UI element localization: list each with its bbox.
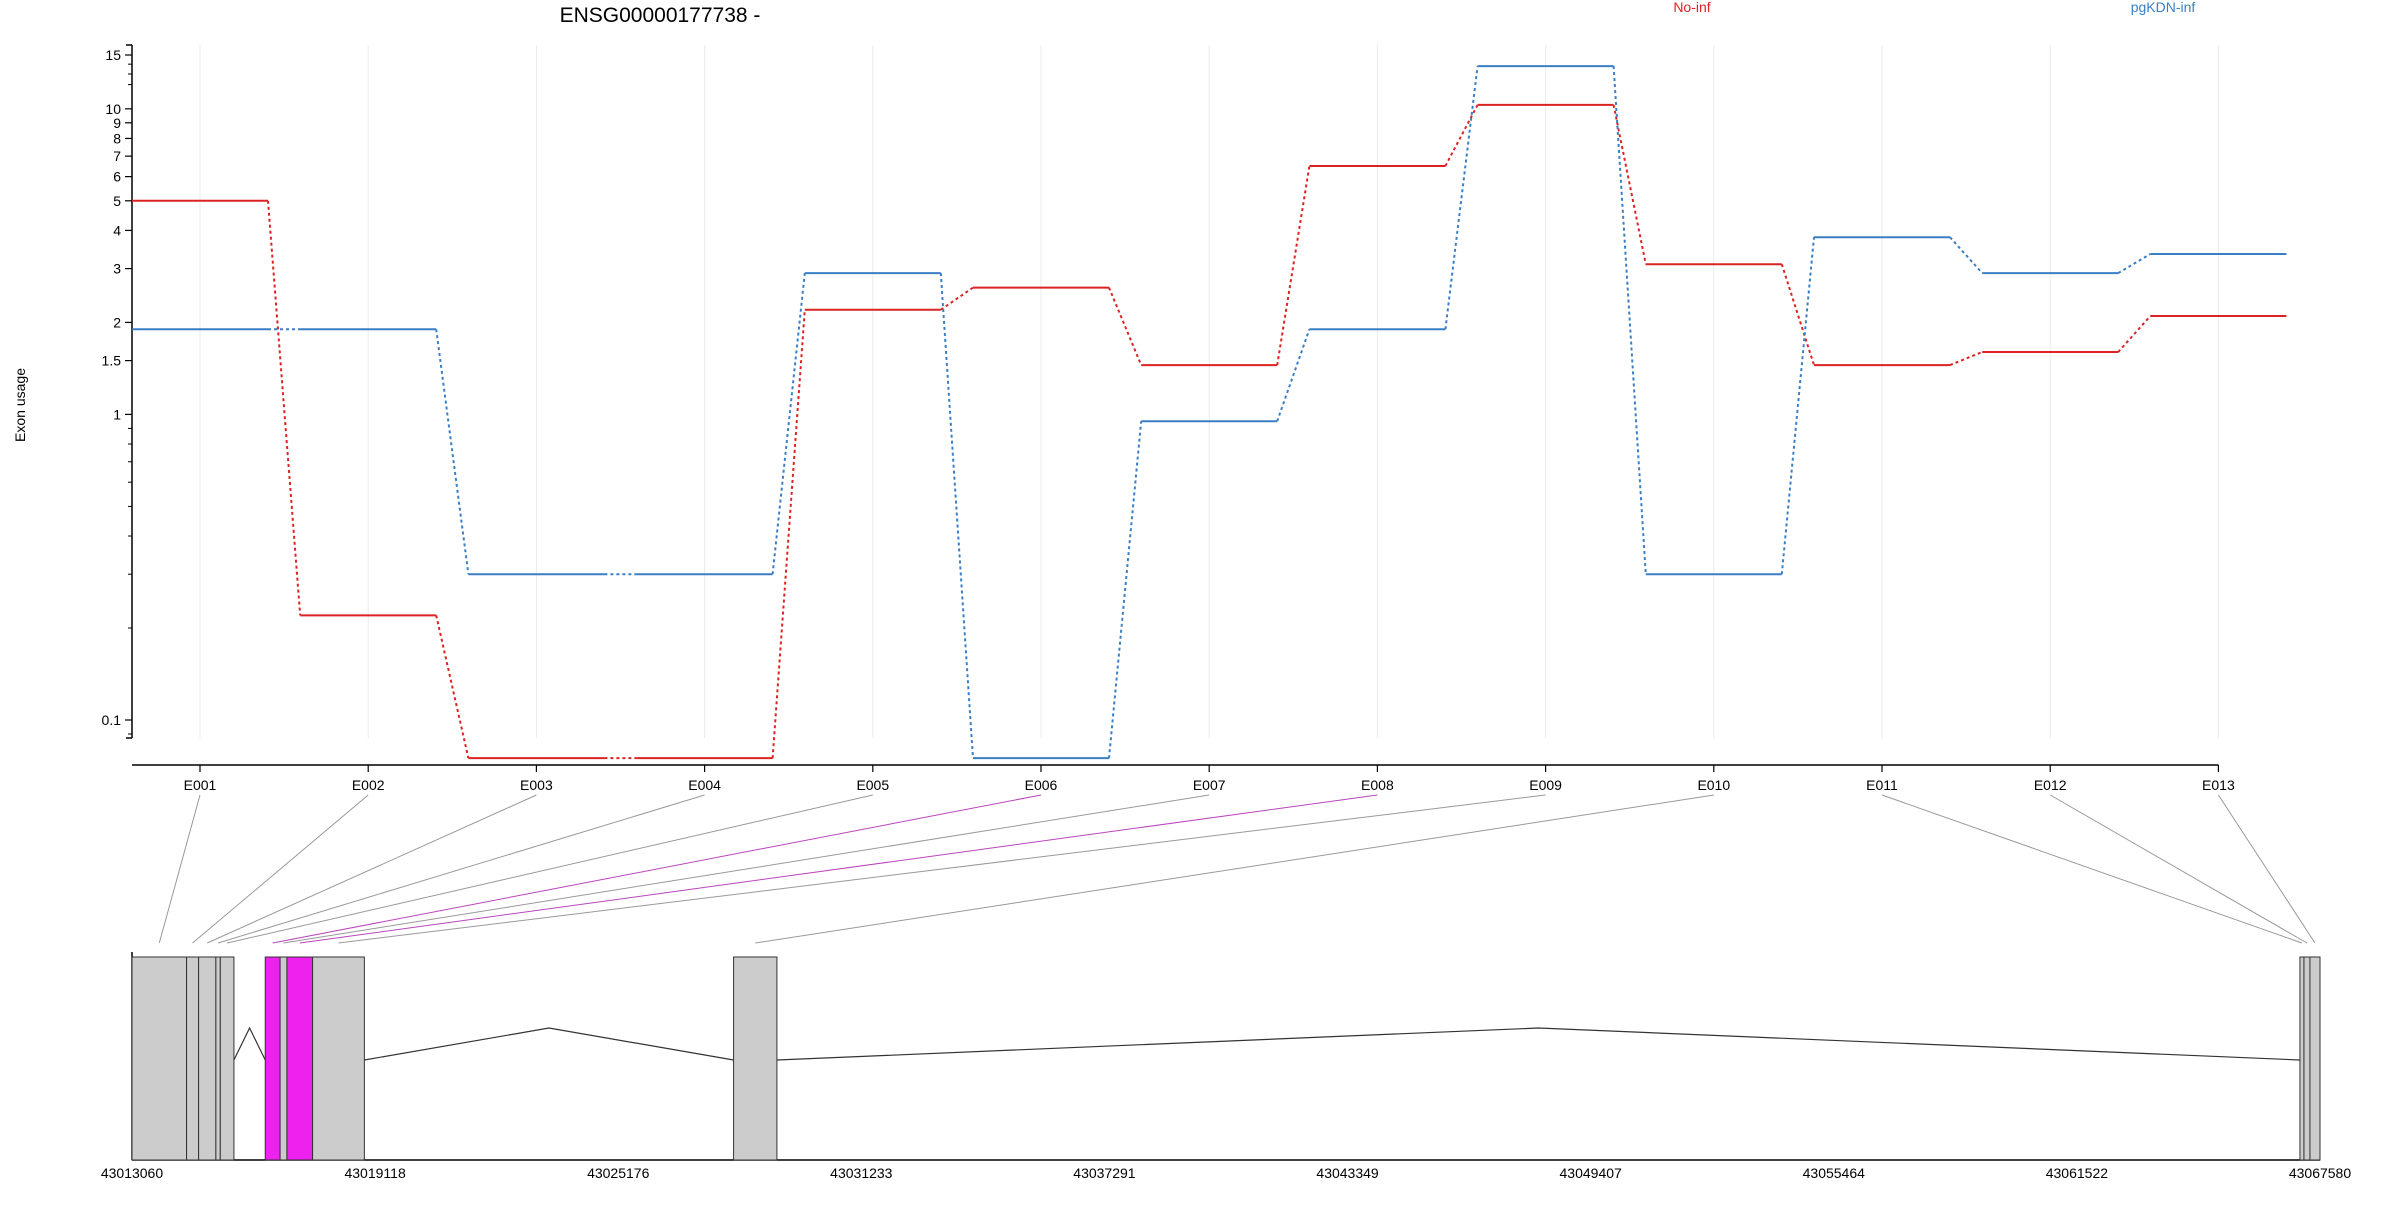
genome-tick-label-0: 43013060 (101, 1165, 164, 1181)
exon-e012 (2303, 956, 2311, 1161)
exon-e002 (186, 956, 200, 1161)
genome-tick-label-2: 43025176 (587, 1165, 650, 1181)
y-axis-label: Exon usage (12, 368, 28, 442)
y-tick-label-6: 6 (113, 169, 121, 185)
connector-no-inf-1 (267, 200, 302, 616)
exon-connector-e001 (158, 794, 201, 944)
connector-pgkdn-inf-9 (1612, 66, 1647, 575)
connector-pgkdn-inf-4 (771, 272, 806, 575)
y-tick-label-15: 15 (105, 47, 121, 63)
connector-pgkdn-inf-6 (1108, 421, 1143, 759)
y-tick-label-4: 4 (113, 222, 121, 238)
exon-e008 (286, 956, 314, 1161)
connector-pgkdn-inf-10 (1780, 237, 1815, 575)
y-tick-label-0.1: 0.1 (102, 712, 122, 728)
exon-e009 (312, 956, 365, 1161)
genome-tick-label-8: 43061522 (2046, 1165, 2109, 1181)
intron-1 (233, 1026, 266, 1061)
exon-connector-e007 (283, 794, 1210, 944)
y-tick-label-8: 8 (113, 130, 121, 146)
genome-tick-label-4: 43037291 (1073, 1165, 1136, 1181)
exon-e011 (2299, 956, 2305, 1161)
gene-model: 43013060 43019118 43025176 43031233 43037291… (101, 952, 2352, 1181)
connector-no-inf-5 (940, 286, 974, 311)
exon-connector-e003 (207, 794, 537, 944)
x-tick-label-e008: E008 (1361, 777, 1394, 793)
genome-tick-label-9: 43067580 (2289, 1165, 2352, 1181)
genome-tick-label-5: 43043349 (1316, 1165, 1379, 1181)
series-no-inf (132, 103, 2287, 760)
exon-connectors (158, 794, 2316, 944)
connector-pgkdn-inf-2 (435, 329, 470, 575)
legend-no-inf: No-inf (1673, 0, 1710, 15)
x-tick-label-e013: E013 (2202, 777, 2235, 793)
connector-pgkdn-inf-12 (2117, 253, 2151, 274)
genome-tick-label-6: 43049407 (1560, 1165, 1623, 1181)
x-tick-label-e002: E002 (352, 777, 385, 793)
exon-connector-e002 (192, 794, 369, 944)
x-tick-label-e011: E011 (1866, 777, 1898, 793)
y-tick-label-1: 1 (113, 406, 121, 422)
connector-no-inf-2 (435, 615, 470, 759)
intron-3 (776, 1027, 2300, 1061)
exon-connector-e005 (227, 794, 873, 944)
exon-connector-e008 (299, 794, 1378, 944)
exon-connector-e012 (2049, 794, 2308, 944)
y-tick-label-2: 2 (113, 314, 121, 330)
exon-connector-e013 (2217, 794, 2316, 944)
genome-tick-label-3: 43031233 (830, 1165, 893, 1181)
x-tick-label-e006: E006 (1025, 777, 1058, 793)
x-tick-label-e004: E004 (688, 777, 721, 793)
exon-e001 (131, 956, 188, 1161)
exon-connector-e011 (1881, 794, 2303, 944)
x-tick-label-e005: E005 (856, 777, 889, 793)
y-tick-label-3: 3 (113, 261, 121, 277)
exon-connector-e004 (217, 794, 705, 944)
legend-pgkdn-inf: pgKDN-inf (2131, 0, 2196, 15)
intron-2 (364, 1027, 734, 1061)
genome-tick-label-7: 43055464 (1803, 1165, 1866, 1181)
connector-pgkdn-inf-8 (1444, 65, 1479, 330)
exon-e010 (733, 956, 778, 1161)
exon-e013 (2309, 956, 2321, 1161)
connector-pgkdn-inf-7 (1276, 328, 1311, 422)
x-tick-label-e007: E007 (1193, 777, 1226, 793)
x-tick-label-e009: E009 (1529, 777, 1562, 793)
y-tick-label-9: 9 (113, 115, 121, 131)
genome-tick-label-1: 43019118 (344, 1165, 405, 1181)
x-tick-label-e003: E003 (520, 777, 553, 793)
connector-no-inf-11 (1949, 351, 1983, 367)
exon-e004 (215, 956, 221, 1161)
y-tick-label-10: 10 (105, 101, 121, 117)
gridlines (199, 45, 2219, 738)
connector-no-inf-8 (1444, 104, 1479, 167)
x-tick-label-e012: E012 (2034, 777, 2067, 793)
y-tick-label-1.5: 1.5 (102, 353, 122, 369)
y-tick-label-7: 7 (113, 148, 121, 164)
exon-connector-e010 (755, 794, 1714, 944)
exon-e005 (219, 956, 235, 1161)
exon-e003 (198, 956, 217, 1161)
connector-no-inf-12 (2117, 315, 2152, 353)
connector-no-inf-4 (771, 309, 806, 759)
exon-e006 (264, 956, 281, 1161)
connector-pgkdn-inf-11 (1949, 236, 1983, 274)
exon-connector-e006 (272, 794, 1042, 944)
x-tick-label-e001: E001 (184, 777, 217, 793)
exon-e007 (279, 956, 288, 1161)
series-pgkdn-inf (132, 65, 2287, 760)
series-lines (132, 65, 2287, 760)
exon-connector-e009 (338, 794, 1546, 944)
chart-title: ENSG00000177738 - (560, 4, 761, 27)
y-tick-label-5: 5 (113, 193, 121, 209)
connector-no-inf-6 (1108, 287, 1143, 366)
connector-pgkdn-inf-5 (939, 273, 974, 759)
connector-no-inf-7 (1276, 165, 1311, 366)
x-tick-label-e010: E010 (1697, 777, 1730, 793)
